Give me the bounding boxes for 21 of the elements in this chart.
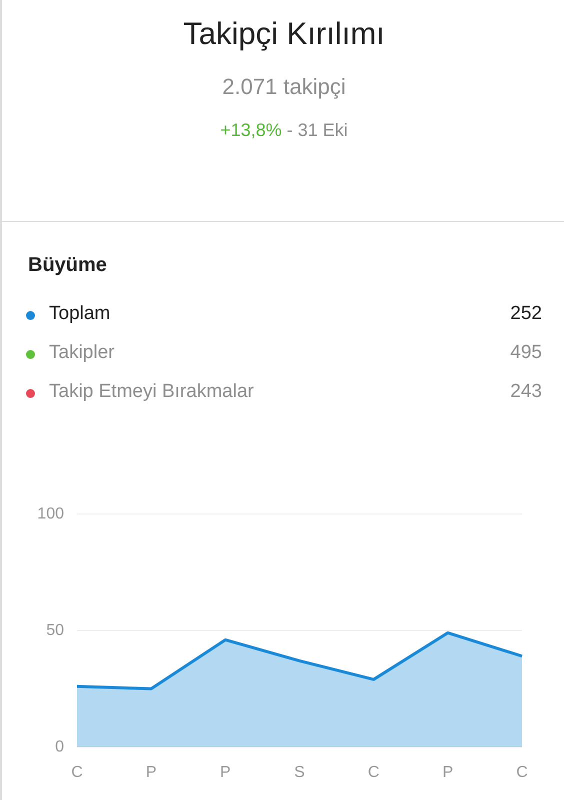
text: +13,8% <box>220 120 282 140</box>
legend-label: Takip Etmeyi Bırakmalar <box>49 381 254 403</box>
text: 252 <box>510 303 542 325</box>
x-tick-label: C <box>516 764 528 782</box>
text: - 31 Eki <box>286 120 348 140</box>
y-tick-label: 0 <box>55 738 64 756</box>
text: Büyüme <box>28 254 107 277</box>
y-tick-label: 50 <box>46 622 64 639</box>
x-tick-label: C <box>71 764 83 782</box>
text: 495 <box>510 342 542 364</box>
legend-label: Toplam <box>49 303 110 325</box>
chart-subtitle: 2.071 takipçi <box>221 74 347 100</box>
x-tick-label: S <box>294 764 305 782</box>
chart-title: Takipçi Kırılımı <box>182 16 386 52</box>
text: 243 <box>510 381 542 403</box>
legend-label: Takipler <box>49 342 114 364</box>
x-tick-label: P <box>220 764 231 782</box>
x-tick-label: C <box>368 764 380 782</box>
x-tick-label: P <box>146 764 157 782</box>
x-tick-label: P <box>442 764 454 782</box>
y-tick-label: 100 <box>37 505 64 522</box>
